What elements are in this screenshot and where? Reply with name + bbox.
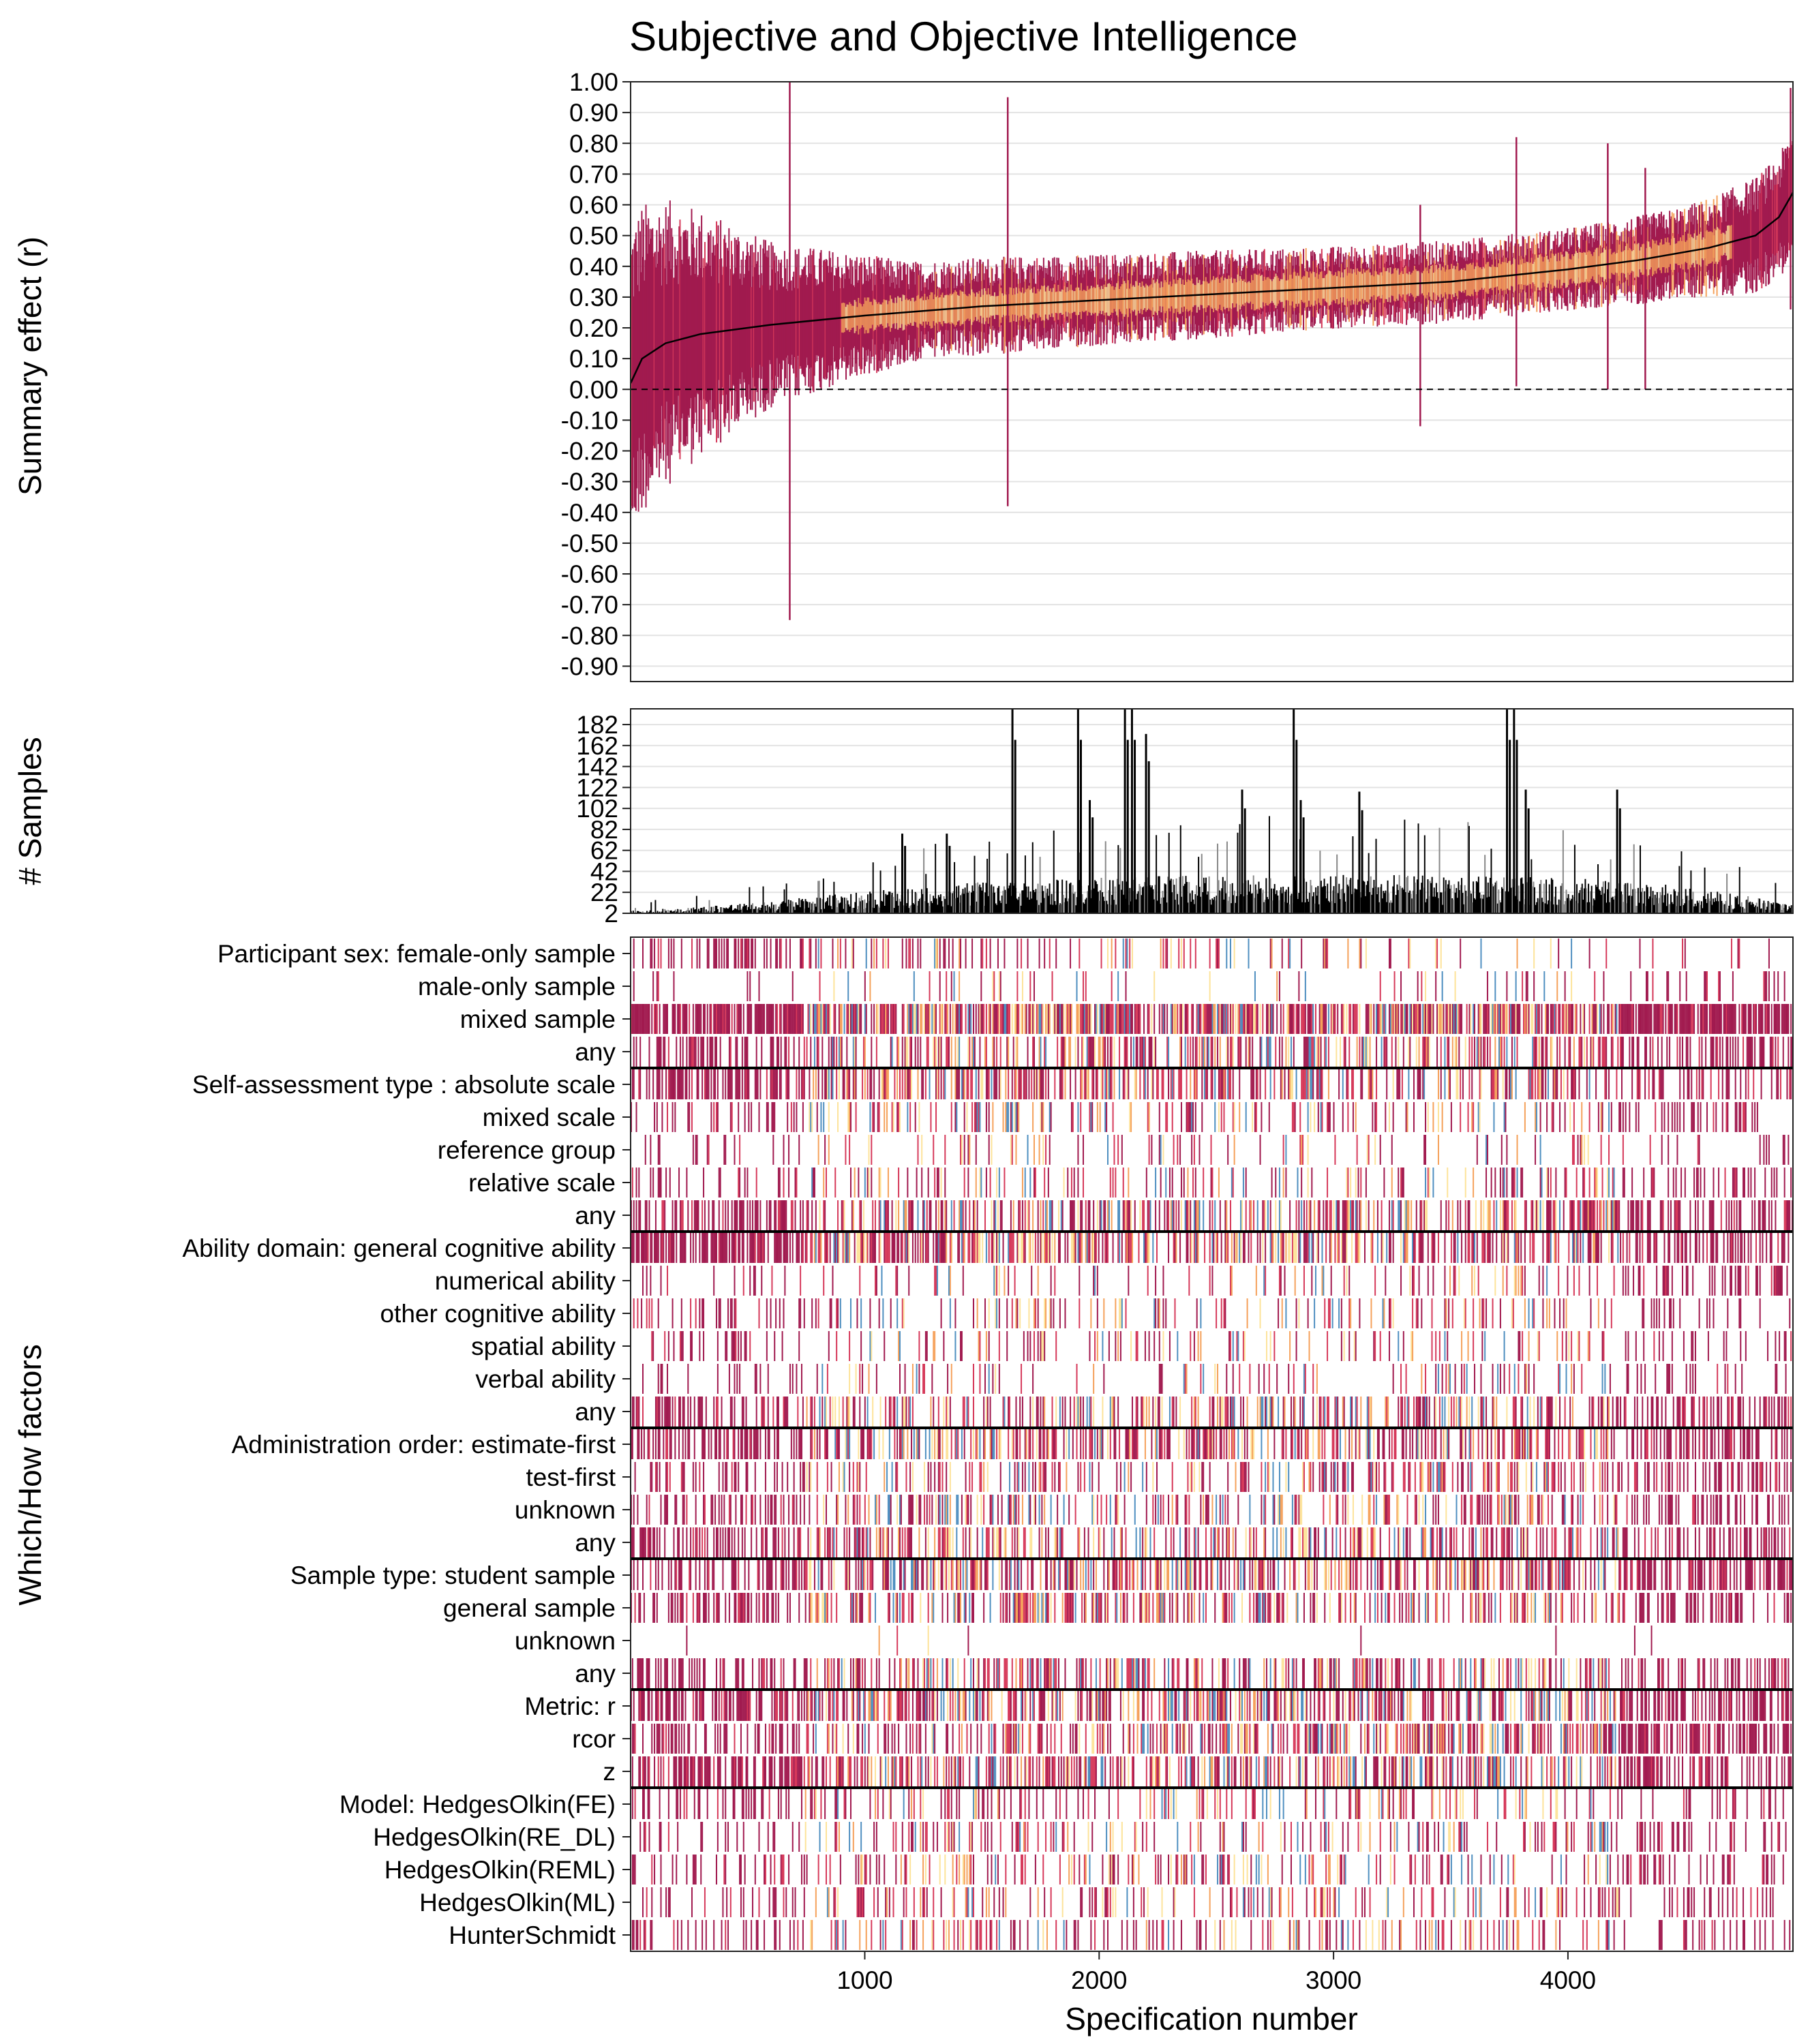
summary-tick-label: 0.90 [569, 99, 618, 127]
summary-tick-label: 0.50 [569, 222, 618, 250]
summary-y-axis: 1.00 0.900.80 0.70 0.60 0.50 0.40 0.30 0.20 0.10… [561, 68, 631, 680]
summary-tick-label: 0.80 [569, 129, 618, 157]
samples-tick-label: 22 [590, 879, 618, 906]
median-effect-curve [629, 192, 1794, 384]
summary-tick-label: -0.70 [561, 591, 618, 619]
summary-tick-label: -0.60 [561, 560, 618, 588]
samples-tick-label: 62 [590, 837, 618, 865]
samples-tick-label: 142 [576, 753, 618, 781]
summary-tick-label: -0.20 [561, 438, 618, 466]
chart-title: Subjective and Objective Intelligence [629, 14, 1298, 59]
samples-tick-label: 2 [604, 900, 618, 928]
summary-panel-frame [630, 81, 1794, 682]
summary-tick-label: 0.00 [569, 376, 618, 403]
summary-tick-label: 1.00 [569, 68, 618, 96]
summary-tick-label: -0.10 [561, 406, 618, 434]
samples-y-axis-title: # Samples [12, 737, 48, 885]
samples-panel-frame [630, 708, 1794, 914]
summary-tick-label: -0.80 [561, 622, 618, 650]
summary-tick-label: -0.40 [561, 499, 618, 527]
samples-tick-label: 162 [576, 732, 618, 760]
samples-tick-label: 182 [576, 711, 618, 739]
summary-tick-label: -0.50 [561, 530, 618, 558]
summary-tick-label: 0.60 [569, 192, 618, 219]
summary-tick-label: -0.90 [561, 652, 618, 680]
samples-tick-label: 102 [576, 795, 618, 823]
summary-tick-label: 0.40 [569, 253, 618, 281]
summary-intervals [629, 81, 1794, 682]
summary-tick-label: 0.70 [569, 160, 618, 188]
factors-tiles [630, 939, 1794, 1950]
samples-tick-label: 82 [590, 816, 618, 844]
samples-bars [630, 708, 1794, 914]
summary-tick-label: 0.20 [569, 314, 618, 342]
summary-panel [631, 81, 1793, 667]
summary-y-axis-title: Summary effect (r) [12, 237, 48, 495]
samples-tick-label: 122 [576, 774, 618, 802]
summary-tick-label: 0.30 [569, 284, 618, 311]
samples-tick-label: 42 [590, 857, 618, 885]
summary-tick-label: 0.10 [569, 345, 618, 373]
summary-tick-label: -0.30 [561, 468, 618, 496]
